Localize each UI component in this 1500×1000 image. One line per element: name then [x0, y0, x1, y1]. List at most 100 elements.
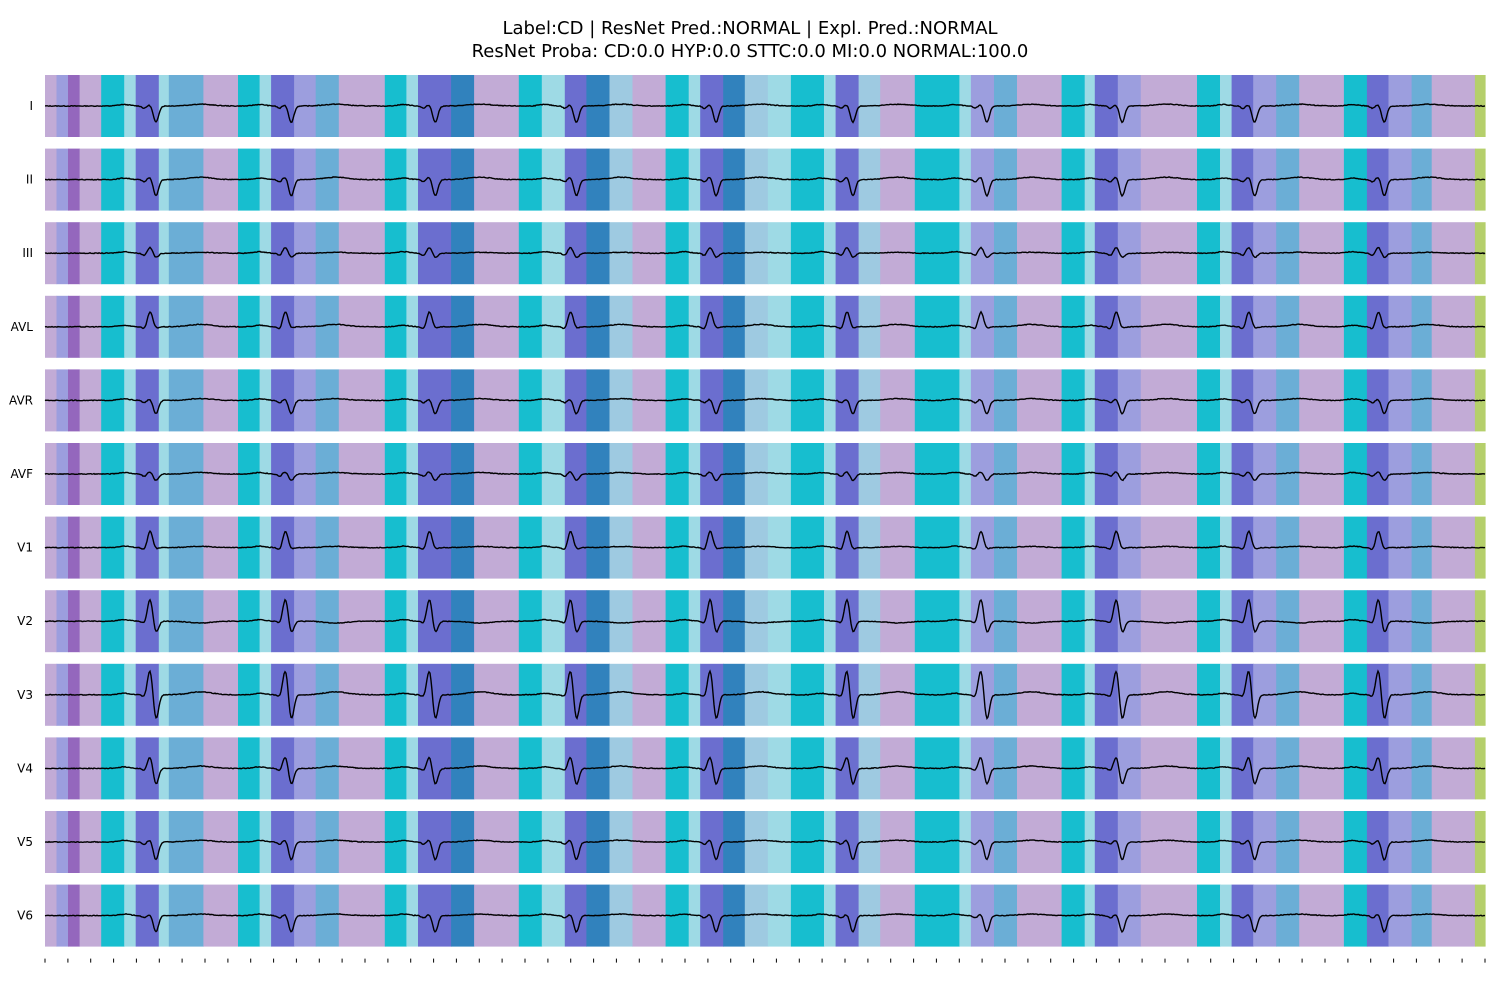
relevance-segment [271, 148, 295, 211]
lead-panel-iii: III [22, 222, 1486, 285]
relevance-segment [1411, 590, 1433, 653]
relevance-segment [259, 75, 272, 137]
relevance-segment [1343, 443, 1368, 505]
relevance-segment [1276, 369, 1300, 432]
relevance-segment [1411, 295, 1433, 358]
ecg-trace-avr [44, 397, 1486, 415]
relevance-segment [609, 737, 634, 800]
relevance-segment [1084, 222, 1096, 285]
relevance-segment [1220, 222, 1233, 285]
relevance-segment [124, 443, 137, 505]
relevance-segment [744, 590, 769, 653]
relevance-segment [564, 148, 587, 211]
relevance-segment [1366, 222, 1390, 285]
relevance-segment [835, 222, 860, 285]
lead-label: V6 [17, 909, 33, 923]
relevance-segment [271, 737, 295, 800]
relevance-segment [609, 884, 634, 947]
relevance-segment [384, 369, 407, 432]
relevance-segment [880, 590, 916, 653]
relevance-segment [970, 75, 995, 137]
relevance-segment [564, 75, 587, 137]
relevance-segment [564, 369, 587, 432]
ecg-trace-avl [44, 310, 1486, 330]
relevance-segment [1343, 369, 1368, 432]
relevance-segment [1276, 590, 1300, 653]
relevance-segment [970, 148, 995, 211]
ecg-trace-avf [44, 471, 1486, 482]
chart-subtitle: ResNet Proba: CD:0.0 HYP:0.0 STTC:0.0 MI… [471, 41, 1029, 62]
chart-title: Label:CD | ResNet Pred.:NORMAL | Expl. P… [502, 18, 998, 39]
relevance-segment [271, 222, 295, 285]
relevance-segment [1276, 884, 1300, 947]
relevance-segment [665, 443, 690, 505]
relevance-segment [259, 148, 272, 211]
relevance-segment [744, 148, 769, 211]
relevance-segment [1231, 884, 1254, 947]
relevance-segment [665, 369, 690, 432]
relevance-segment [315, 737, 340, 800]
ecg-trace-v3 [44, 669, 1486, 721]
relevance-segment [1411, 443, 1433, 505]
relevance-segment [1231, 75, 1254, 137]
relevance-segment [315, 75, 340, 137]
relevance-segment [744, 443, 769, 505]
relevance-segment [970, 295, 995, 358]
relevance-segment [1366, 295, 1390, 358]
relevance-segment [1084, 884, 1096, 947]
relevance-segment [315, 369, 340, 432]
relevance-segment [609, 811, 634, 873]
lead-panel-v4: V4 [17, 737, 1486, 800]
relevance-segment [1084, 148, 1096, 211]
relevance-segment [609, 148, 634, 211]
relevance-segment [124, 590, 137, 653]
relevance-segment [315, 590, 340, 653]
relevance-segment [700, 222, 724, 285]
relevance-segment [970, 590, 995, 653]
relevance-segment [1343, 516, 1368, 579]
ecg-trace-iii [44, 246, 1486, 259]
relevance-segment [1084, 295, 1096, 358]
relevance-segment [451, 295, 475, 358]
relevance-segment [609, 295, 634, 358]
relevance-segment [835, 663, 860, 726]
relevance-segment [665, 295, 690, 358]
relevance-segment [124, 75, 137, 137]
relevance-segment [259, 222, 272, 285]
relevance-segment [259, 295, 272, 358]
relevance-segment [564, 443, 587, 505]
relevance-segment [609, 222, 634, 285]
relevance-segment [271, 663, 295, 726]
lead-panel-v5: V5 [17, 811, 1486, 873]
relevance-segment [1343, 148, 1368, 211]
lead-panel-v2: V2 [17, 590, 1486, 653]
relevance-segment [835, 295, 860, 358]
relevance-segment [384, 737, 407, 800]
relevance-segment [1220, 811, 1233, 873]
relevance-segment [1276, 663, 1300, 726]
relevance-segment [880, 148, 916, 211]
ecg-trace-ii [45, 176, 1486, 198]
relevance-segment [1231, 222, 1254, 285]
relevance-segment [1343, 737, 1368, 800]
relevance-segment [1220, 737, 1233, 800]
relevance-segment [970, 663, 995, 726]
lead-label: II [26, 173, 33, 187]
relevance-segment [124, 516, 137, 579]
lead-label: V1 [17, 541, 33, 555]
relevance-segment [1231, 369, 1254, 432]
relevance-segment [1276, 148, 1300, 211]
relevance-segment [1220, 663, 1233, 726]
relevance-segment [835, 443, 860, 505]
relevance-segment [665, 516, 690, 579]
relevance-segment [609, 369, 634, 432]
relevance-segment [700, 75, 724, 137]
relevance-segment [970, 222, 995, 285]
relevance-segment [744, 737, 769, 800]
relevance-segment [700, 737, 724, 800]
relevance-segment [835, 516, 860, 579]
relevance-segment [1343, 295, 1368, 358]
relevance-segment [315, 295, 340, 358]
relevance-segment [1411, 369, 1433, 432]
lead-panel-avf: AVF [10, 443, 1486, 505]
